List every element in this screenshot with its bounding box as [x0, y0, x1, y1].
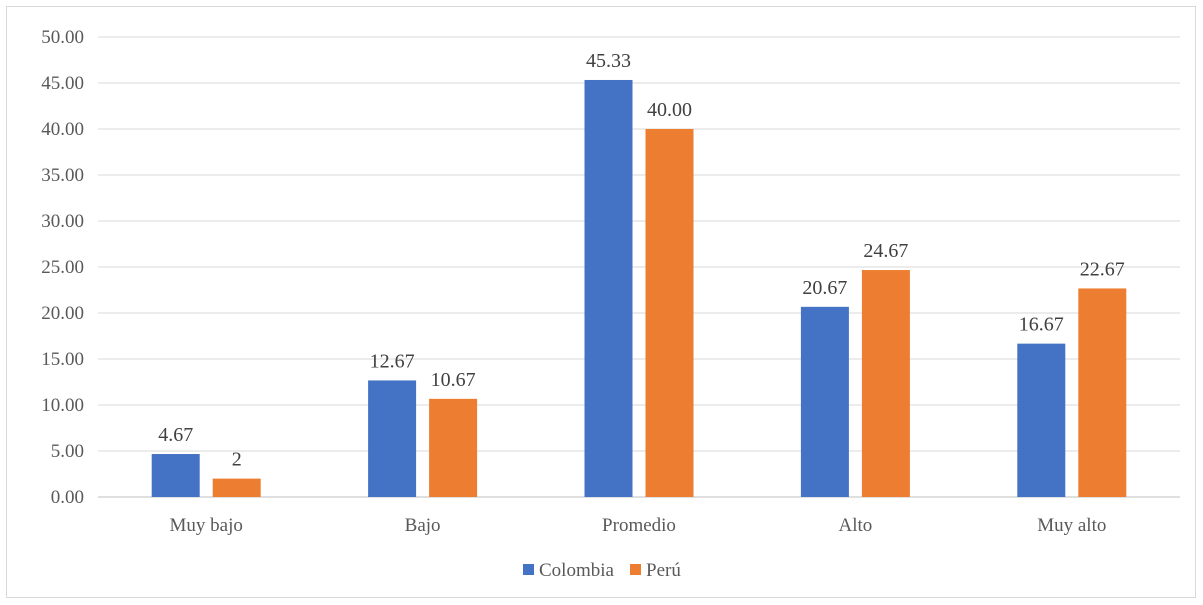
y-tick-label: 5.00 — [51, 441, 84, 462]
y-tick-label: 15.00 — [41, 349, 84, 370]
bar-perú — [861, 270, 910, 497]
y-tick-label: 40.00 — [41, 119, 84, 140]
bar-perú — [212, 478, 261, 497]
y-tick-label: 0.00 — [51, 487, 84, 508]
x-tick-label: Muy alto — [1037, 515, 1106, 536]
y-tick-label: 35.00 — [41, 165, 84, 186]
x-tick-label: Muy bajo — [170, 515, 243, 536]
y-axis-ticks: 0.00 5.00 10.00 15.00 20.00 25.00 30.00 35.00 40… — [41, 27, 84, 508]
data-label: 16.67 — [1019, 314, 1064, 336]
data-label: 24.67 — [863, 240, 908, 262]
bar-colombia — [800, 306, 849, 497]
x-tick-label: Alto — [839, 515, 873, 536]
bar-perú — [1078, 288, 1127, 497]
bar-colombia — [368, 380, 417, 497]
legend: Colombia Perú — [523, 560, 681, 581]
bar-perú — [429, 398, 478, 497]
legend-swatch-perú — [630, 564, 641, 575]
y-tick-label: 45.00 — [41, 73, 84, 94]
bar-colombia — [151, 454, 200, 497]
data-label: 45.33 — [586, 50, 631, 72]
data-label: 12.67 — [370, 350, 415, 372]
y-tick-label: 50.00 — [41, 27, 84, 48]
legend-label: Colombia — [539, 560, 615, 581]
data-label: 4.67 — [158, 424, 193, 446]
y-tick-label: 20.00 — [41, 303, 84, 324]
legend-swatch-colombia — [523, 564, 534, 575]
x-tick-label: Bajo — [405, 515, 441, 536]
bar-colombia — [1017, 343, 1066, 497]
data-label: 22.67 — [1080, 258, 1125, 280]
y-tick-label: 30.00 — [41, 211, 84, 232]
data-label: 10.67 — [431, 369, 476, 391]
bar-colombia — [584, 79, 633, 498]
bars — [151, 79, 1127, 498]
gridlines — [98, 36, 1180, 498]
y-tick-label: 25.00 — [41, 257, 84, 278]
data-label: 20.67 — [802, 277, 847, 299]
data-label: 40.00 — [647, 99, 692, 121]
x-axis-ticks: Muy bajo Bajo Promedio Alto Muy alto — [170, 515, 1107, 536]
legend-label: Perú — [646, 560, 681, 581]
x-tick-label: Promedio — [602, 515, 676, 536]
y-tick-label: 10.00 — [41, 395, 84, 416]
data-labels: 4.67 2 12.67 10.67 45.33 40.00 20.67 24.67 16.67… — [158, 50, 1125, 471]
bar-perú — [645, 129, 694, 497]
data-label: 2 — [232, 449, 242, 471]
